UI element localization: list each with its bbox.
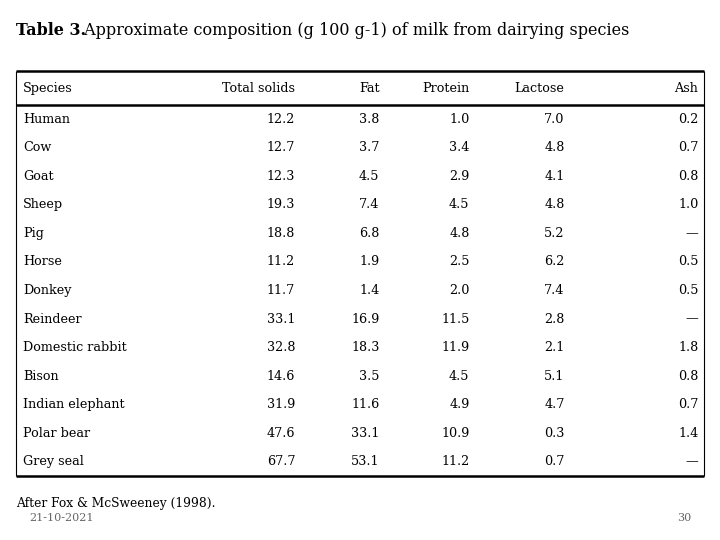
Text: Donkey: Donkey [23,284,71,297]
Text: 3.4: 3.4 [449,141,469,154]
Text: 4.1: 4.1 [544,170,564,183]
Text: 2.5: 2.5 [449,255,469,268]
Text: 3.5: 3.5 [359,370,379,383]
Text: —: — [685,456,698,469]
Text: 6.2: 6.2 [544,255,564,268]
Text: 0.8: 0.8 [678,170,698,183]
Text: Indian elephant: Indian elephant [23,399,125,411]
Text: 4.5: 4.5 [359,170,379,183]
Text: 7.0: 7.0 [544,112,564,125]
Text: 4.8: 4.8 [544,141,564,154]
Text: 10.9: 10.9 [441,427,469,440]
Text: 11.5: 11.5 [441,313,469,326]
Text: 0.7: 0.7 [678,399,698,411]
Text: Lactose: Lactose [515,82,564,94]
Text: Ash: Ash [675,82,698,94]
Text: 18.8: 18.8 [267,227,295,240]
Text: 3.7: 3.7 [359,141,379,154]
Text: Reindeer: Reindeer [23,313,81,326]
Text: Fat: Fat [359,82,379,94]
Text: 11.2: 11.2 [267,255,295,268]
Text: 4.5: 4.5 [449,198,469,211]
Text: 4.8: 4.8 [544,198,564,211]
Text: 18.3: 18.3 [351,341,379,354]
Text: 16.9: 16.9 [351,313,379,326]
Text: 7.4: 7.4 [544,284,564,297]
Text: 4.8: 4.8 [449,227,469,240]
Text: 4.7: 4.7 [544,399,564,411]
Text: Total solids: Total solids [222,82,295,94]
Text: 0.7: 0.7 [678,141,698,154]
Text: Horse: Horse [23,255,62,268]
Text: 33.1: 33.1 [351,427,379,440]
Text: 11.2: 11.2 [441,456,469,469]
Text: 47.6: 47.6 [266,427,295,440]
Text: 0.3: 0.3 [544,427,564,440]
Text: Goat: Goat [23,170,54,183]
Text: Domestic rabbit: Domestic rabbit [23,341,127,354]
Text: —: — [685,313,698,326]
Text: After Fox & McSweeney (1998).: After Fox & McSweeney (1998). [16,497,215,510]
Text: 5.1: 5.1 [544,370,564,383]
Text: 3.8: 3.8 [359,112,379,125]
Text: 0.5: 0.5 [678,255,698,268]
Text: 33.1: 33.1 [267,313,295,326]
Text: 0.7: 0.7 [544,456,564,469]
Text: 4.9: 4.9 [449,399,469,411]
Text: 1.4: 1.4 [678,427,698,440]
Text: 4.5: 4.5 [449,370,469,383]
Text: 2.8: 2.8 [544,313,564,326]
Text: 0.8: 0.8 [678,370,698,383]
Text: 1.0: 1.0 [678,198,698,211]
Text: Bison: Bison [23,370,58,383]
Text: 11.9: 11.9 [441,341,469,354]
Text: 30: 30 [677,514,691,523]
Text: 5.2: 5.2 [544,227,564,240]
Text: Polar bear: Polar bear [23,427,90,440]
Text: 67.7: 67.7 [266,456,295,469]
Text: 21-10-2021: 21-10-2021 [29,514,94,523]
Text: 12.2: 12.2 [267,112,295,125]
Text: 31.9: 31.9 [267,399,295,411]
Text: 0.5: 0.5 [678,284,698,297]
Text: 1.0: 1.0 [449,112,469,125]
Text: Table 3.: Table 3. [16,22,86,38]
Text: 0.2: 0.2 [678,112,698,125]
Text: 14.6: 14.6 [267,370,295,383]
Text: 2.0: 2.0 [449,284,469,297]
Text: Sheep: Sheep [23,198,63,211]
Text: Human: Human [23,112,70,125]
Text: Protein: Protein [422,82,469,94]
Text: 11.6: 11.6 [351,399,379,411]
Text: Pig: Pig [23,227,44,240]
Text: Species: Species [23,82,73,94]
Text: 7.4: 7.4 [359,198,379,211]
Text: 1.9: 1.9 [359,255,379,268]
Text: 19.3: 19.3 [267,198,295,211]
Text: Grey seal: Grey seal [23,456,84,469]
Text: —: — [685,227,698,240]
Text: 12.3: 12.3 [267,170,295,183]
Text: 32.8: 32.8 [266,341,295,354]
Text: 2.9: 2.9 [449,170,469,183]
Text: 11.7: 11.7 [267,284,295,297]
Text: Cow: Cow [23,141,51,154]
Text: 12.7: 12.7 [267,141,295,154]
Text: 1.8: 1.8 [678,341,698,354]
Text: Approximate composition (g 100 g-1) of milk from dairying species: Approximate composition (g 100 g-1) of m… [79,22,629,38]
Text: 53.1: 53.1 [351,456,379,469]
Text: 2.1: 2.1 [544,341,564,354]
Text: 6.8: 6.8 [359,227,379,240]
Text: 1.4: 1.4 [359,284,379,297]
